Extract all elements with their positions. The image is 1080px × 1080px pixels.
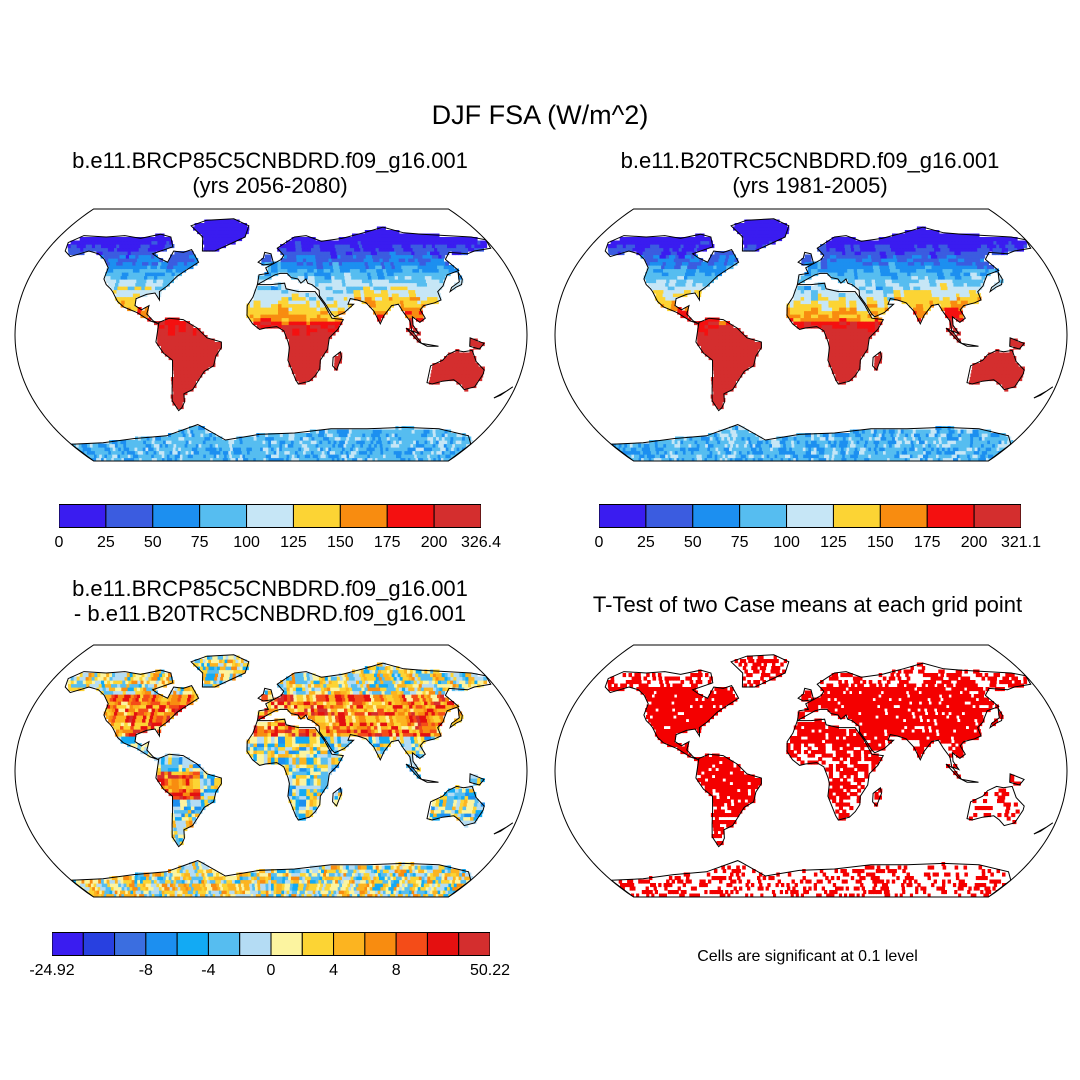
panel-title-line1: b.e11.B20TRC5CNBDRD.f09_g16.001 bbox=[620, 148, 1000, 173]
colorbar-tick-label: 100 bbox=[233, 534, 260, 551]
colorbar-swatch bbox=[599, 504, 647, 528]
colorbar-swatch bbox=[176, 932, 209, 956]
colorbar-swatch bbox=[386, 504, 435, 528]
panel-title-line1: T-Test of two Case means at each grid po… bbox=[592, 592, 1023, 617]
colorbar-swatch bbox=[301, 932, 335, 956]
colorbar-tick-label: 321.1 bbox=[1000, 534, 1042, 551]
colorbar-future: 0 25 50 75 100 125 150 175 200 326.4 bbox=[55, 504, 501, 551]
colorbar-swatches bbox=[599, 504, 1021, 528]
colorbar-tick-label: -8 bbox=[138, 962, 153, 979]
colorbar-swatch bbox=[973, 504, 1021, 528]
field-cells bbox=[67, 219, 488, 461]
colorbar-swatch bbox=[832, 504, 881, 528]
map-border bbox=[554, 208, 1068, 462]
colorbar-tick-label: 4 bbox=[329, 962, 339, 979]
colorbar-swatches bbox=[52, 932, 490, 956]
panel-title-difference: b.e11.BRCP85C5CNBDRD.f09_g16.001 - b.e11… bbox=[20, 576, 520, 626]
colorbar-swatch bbox=[433, 504, 481, 528]
map-historical bbox=[554, 208, 1068, 462]
colorbar-tick-label: 0 bbox=[266, 962, 276, 979]
colorbar-swatch bbox=[105, 504, 154, 528]
colorbar-swatch bbox=[364, 932, 397, 956]
map-border bbox=[554, 644, 1068, 898]
colorbar-swatch bbox=[246, 504, 294, 528]
field-cells bbox=[607, 219, 1028, 461]
colorbar-swatch bbox=[59, 504, 107, 528]
colorbar-swatch bbox=[339, 504, 388, 528]
colorbar-swatch bbox=[458, 932, 490, 956]
colorbar-tick-label: 25 bbox=[636, 534, 655, 551]
panel-title-line1: b.e11.BRCP85C5CNBDRD.f09_g16.001 bbox=[72, 148, 468, 173]
colorbar-swatch bbox=[207, 932, 241, 956]
colorbar-tick-label: 200 bbox=[960, 534, 988, 551]
field-cells bbox=[607, 655, 1028, 897]
colorbar-swatch bbox=[395, 932, 428, 956]
map-difference bbox=[14, 644, 528, 898]
colorbar-swatch bbox=[692, 504, 741, 528]
colorbar-tick-label: 175 bbox=[913, 534, 941, 551]
colorbar-tick-label: 326.4 bbox=[460, 534, 502, 551]
field-cells bbox=[67, 655, 488, 897]
panel-title-line2: - b.e11.B20TRC5CNBDRD.f09_g16.001 bbox=[73, 601, 467, 626]
colorbar-tick-label: 50 bbox=[683, 534, 702, 551]
colorbar-tick-label: 100 bbox=[773, 534, 800, 551]
colorbar-tick-label: 125 bbox=[820, 534, 847, 551]
significance-note: Cells are significant at 0.1 level bbox=[697, 948, 918, 965]
colorbar-tick-label: 175 bbox=[373, 534, 401, 551]
colorbar-swatch bbox=[82, 932, 116, 956]
colorbar-tick-label: 25 bbox=[96, 534, 115, 551]
colorbar-tick-label: 75 bbox=[190, 534, 209, 551]
colorbar-tick-label: 150 bbox=[866, 534, 894, 551]
colorbar-tick-label: 125 bbox=[280, 534, 307, 551]
panel-title-line2: (yrs 1981-2005) bbox=[732, 173, 888, 198]
colorbar-swatch bbox=[333, 932, 366, 956]
panel-title-future: b.e11.BRCP85C5CNBDRD.f09_g16.001 (yrs 20… bbox=[20, 148, 520, 198]
colorbar-swatch bbox=[426, 932, 460, 956]
map-ttest bbox=[554, 644, 1068, 898]
colorbar-swatch bbox=[52, 932, 84, 956]
colorbar-swatch bbox=[270, 932, 303, 956]
map-border bbox=[14, 644, 528, 898]
colorbar-swatch bbox=[786, 504, 834, 528]
panel-title-ttest: T-Test of two Case means at each grid po… bbox=[560, 592, 1055, 617]
colorbar-tick-label: 0 bbox=[54, 534, 64, 551]
colorbar-tick-label: 75 bbox=[730, 534, 749, 551]
colorbar-tick-label: -24.92 bbox=[29, 962, 75, 979]
panel-title-line2: (yrs 2056-2080) bbox=[192, 173, 348, 198]
colorbar-swatch bbox=[114, 932, 147, 956]
colorbar-swatches bbox=[59, 504, 481, 528]
figure-title: DJF FSA (W/m^2) bbox=[431, 100, 649, 130]
colorbar-swatch bbox=[926, 504, 975, 528]
colorbar-tick-label: 0 bbox=[594, 534, 604, 551]
colorbar-swatch bbox=[739, 504, 788, 528]
colorbar-historical: 0 25 50 75 100 125 150 175 200 321.1 bbox=[595, 504, 1041, 551]
colorbar-swatch bbox=[879, 504, 928, 528]
colorbar-tick-label: 150 bbox=[326, 534, 354, 551]
colorbar-swatch bbox=[292, 504, 341, 528]
map-future bbox=[14, 208, 528, 462]
colorbar-tick-label: 50 bbox=[143, 534, 162, 551]
colorbar-swatch bbox=[145, 932, 178, 956]
colorbar-difference: -24.92 -8 -4 0 4 8 50.22 bbox=[29, 932, 510, 979]
colorbar-tick-label: -4 bbox=[201, 962, 216, 979]
map-border bbox=[14, 208, 528, 462]
panel-title-historical: b.e11.B20TRC5CNBDRD.f09_g16.001 (yrs 198… bbox=[560, 148, 1060, 198]
colorbar-swatch bbox=[645, 504, 694, 528]
colorbar-tick-label: 200 bbox=[420, 534, 448, 551]
colorbar-tick-label: 50.22 bbox=[469, 962, 511, 979]
panel-title-line1: b.e11.BRCP85C5CNBDRD.f09_g16.001 bbox=[72, 576, 468, 601]
colorbar-swatch bbox=[152, 504, 201, 528]
colorbar-swatch bbox=[199, 504, 248, 528]
colorbar-tick-label: 8 bbox=[391, 962, 401, 979]
colorbar-swatch bbox=[239, 932, 272, 956]
